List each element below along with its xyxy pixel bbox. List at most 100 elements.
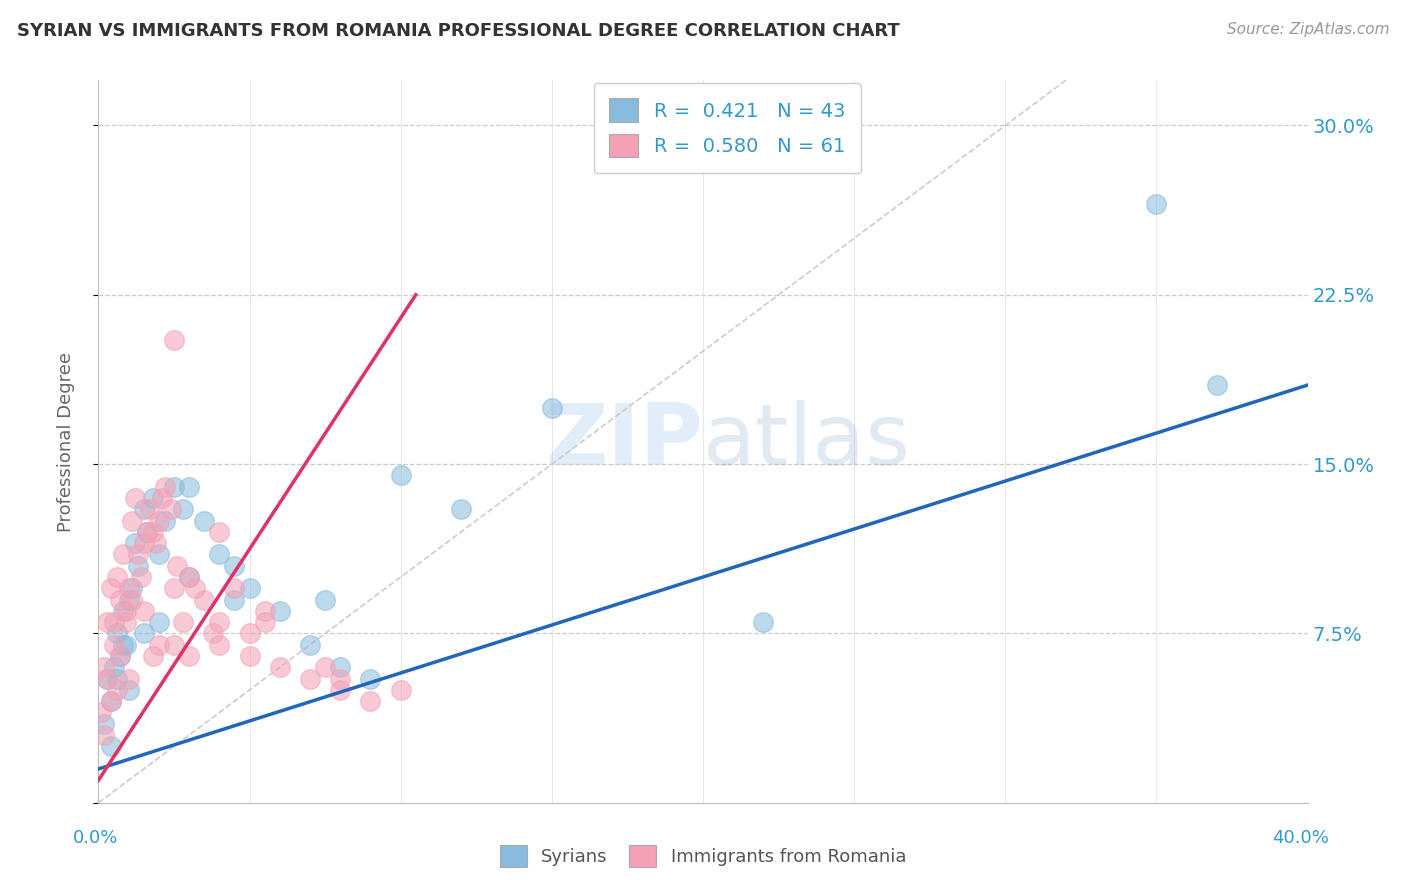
Point — [108, 648, 131, 663]
Point — [329, 672, 352, 686]
Point — [253, 615, 276, 630]
Point — [1146, 197, 1168, 211]
Point — [166, 558, 188, 573]
Point — [111, 638, 134, 652]
Point — [299, 638, 322, 652]
Point — [124, 491, 146, 505]
Point — [121, 514, 143, 528]
Point — [150, 491, 173, 505]
Point — [172, 502, 194, 516]
Point — [153, 514, 176, 528]
Point — [208, 524, 231, 539]
Point — [329, 660, 352, 674]
Text: Source: ZipAtlas.com: Source: ZipAtlas.com — [1226, 22, 1389, 37]
Point — [96, 672, 118, 686]
Point — [148, 548, 170, 562]
Point — [269, 604, 291, 618]
Point — [184, 582, 207, 596]
Point — [139, 502, 162, 516]
Point — [172, 615, 194, 630]
Point — [389, 468, 412, 483]
Point — [105, 672, 128, 686]
Point — [299, 672, 322, 686]
Point — [135, 524, 157, 539]
Text: SYRIAN VS IMMIGRANTS FROM ROMANIA PROFESSIONAL DEGREE CORRELATION CHART: SYRIAN VS IMMIGRANTS FROM ROMANIA PROFES… — [17, 22, 900, 40]
Point — [239, 582, 262, 596]
Point — [160, 502, 183, 516]
Point — [224, 558, 246, 573]
Point — [360, 694, 382, 708]
Point — [121, 582, 143, 596]
Point — [132, 502, 155, 516]
Point — [239, 626, 262, 640]
Point — [103, 638, 125, 652]
Point — [163, 333, 186, 347]
Point — [100, 582, 122, 596]
Point — [752, 615, 775, 630]
Point — [239, 648, 262, 663]
Point — [132, 536, 155, 550]
Point — [329, 682, 352, 697]
Point — [314, 592, 336, 607]
Point — [93, 728, 115, 742]
Point — [314, 660, 336, 674]
Text: 0.0%: 0.0% — [73, 829, 118, 847]
Text: 40.0%: 40.0% — [1272, 829, 1329, 847]
Point — [103, 660, 125, 674]
Point — [450, 502, 472, 516]
Point — [163, 638, 186, 652]
Point — [114, 638, 136, 652]
Point — [93, 716, 115, 731]
Point — [163, 480, 186, 494]
Point — [208, 638, 231, 652]
Point — [108, 648, 131, 663]
Point — [108, 592, 131, 607]
Legend: Syrians, Immigrants from Romania: Syrians, Immigrants from Romania — [492, 838, 914, 874]
Point — [142, 648, 165, 663]
Point — [129, 570, 152, 584]
Point — [148, 638, 170, 652]
Y-axis label: Professional Degree: Professional Degree — [56, 351, 75, 532]
Legend: R =  0.421   N = 43, R =  0.580   N = 61: R = 0.421 N = 43, R = 0.580 N = 61 — [593, 83, 860, 173]
Point — [90, 706, 112, 720]
Point — [142, 491, 165, 505]
Point — [224, 592, 246, 607]
Point — [96, 672, 118, 686]
Point — [118, 592, 141, 607]
Text: ZIP: ZIP — [546, 400, 703, 483]
Point — [148, 514, 170, 528]
Point — [118, 582, 141, 596]
Point — [103, 615, 125, 630]
Point — [105, 570, 128, 584]
Point — [142, 524, 165, 539]
Point — [135, 524, 157, 539]
Point — [540, 401, 562, 415]
Point — [360, 672, 382, 686]
Point — [193, 514, 215, 528]
Point — [132, 626, 155, 640]
Point — [105, 682, 128, 697]
Point — [93, 660, 115, 674]
Point — [153, 480, 176, 494]
Point — [105, 626, 128, 640]
Point — [208, 615, 231, 630]
Point — [96, 615, 118, 630]
Point — [202, 626, 225, 640]
Point — [145, 536, 167, 550]
Point — [100, 694, 122, 708]
Point — [148, 615, 170, 630]
Point — [127, 558, 149, 573]
Point — [179, 570, 201, 584]
Point — [1206, 378, 1229, 392]
Point — [269, 660, 291, 674]
Point — [193, 592, 215, 607]
Point — [389, 682, 412, 697]
Point — [100, 739, 122, 754]
Text: atlas: atlas — [703, 400, 911, 483]
Point — [114, 615, 136, 630]
Point — [118, 672, 141, 686]
Point — [179, 480, 201, 494]
Point — [121, 592, 143, 607]
Point — [179, 648, 201, 663]
Point — [224, 582, 246, 596]
